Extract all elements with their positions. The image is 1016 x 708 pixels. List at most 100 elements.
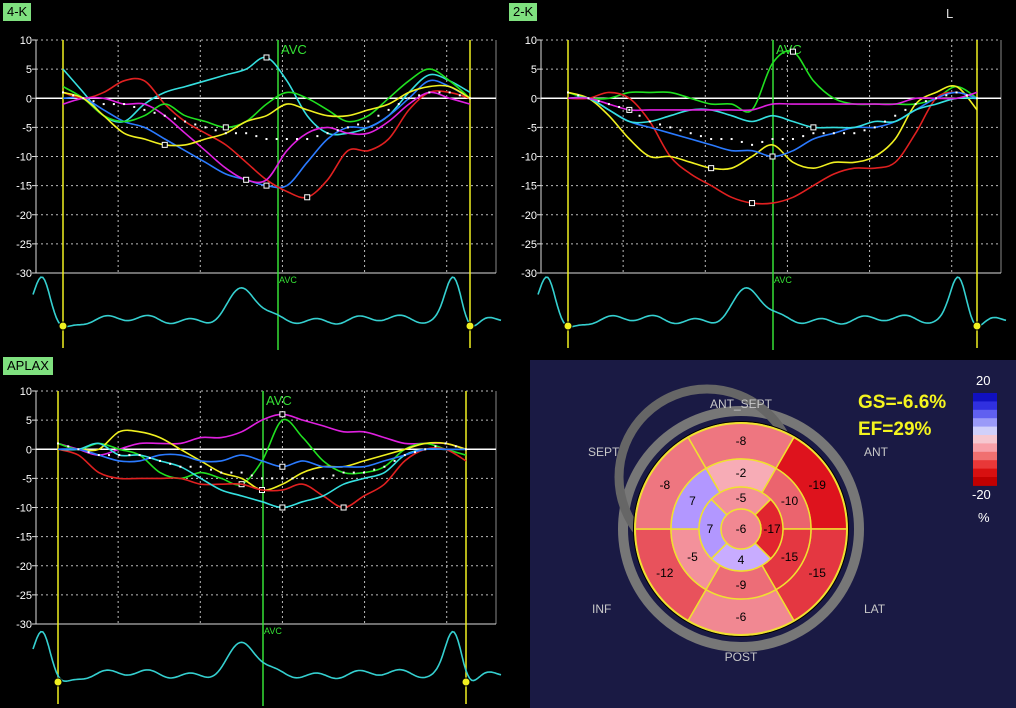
average-strain-dot <box>914 103 917 106</box>
average-strain-dot <box>322 477 325 480</box>
average-strain-dot <box>271 477 274 480</box>
average-strain-dot <box>853 132 856 135</box>
average-strain-dot <box>567 91 569 94</box>
view-tag-aplax: APLAX <box>3 357 53 375</box>
average-strain-dot <box>204 126 207 129</box>
average-strain-dot <box>240 471 243 474</box>
average-strain-dot <box>281 477 284 480</box>
average-strain-dot <box>730 138 733 141</box>
peak-marker <box>304 194 311 201</box>
average-strain-dot <box>275 138 278 141</box>
average-strain-dot <box>407 97 410 100</box>
average-strain-dot <box>873 126 876 129</box>
mid-segment-label: -9 <box>736 578 747 592</box>
y-tick-label: -20 <box>16 561 32 573</box>
y-tick-label: -5 <box>22 122 32 134</box>
average-strain-dot <box>843 132 846 135</box>
strain-curve-5 <box>567 91 978 112</box>
bullseye-outline <box>634 422 848 636</box>
cycle-marker-dot <box>465 321 475 331</box>
mid-segment-label: -15 <box>781 550 799 564</box>
average-strain-dot <box>965 94 968 97</box>
average-strain-dot <box>367 120 370 123</box>
y-tick-label: 5 <box>26 64 32 76</box>
peak-marker <box>810 124 817 131</box>
average-strain-dot <box>214 129 217 132</box>
peak-marker <box>263 54 270 61</box>
average-strain-dot <box>454 445 457 448</box>
avc-label-small: AVC <box>264 626 282 636</box>
peak-marker <box>279 463 286 470</box>
average-strain-dot <box>740 140 743 143</box>
average-strain-dot <box>357 123 360 126</box>
average-strain-dot <box>230 471 233 474</box>
y-tick-label: -20 <box>521 210 537 222</box>
average-strain-dot <box>904 108 907 111</box>
y-tick-label: -25 <box>16 239 32 251</box>
average-strain-dot <box>189 465 192 468</box>
average-strain-dot <box>955 91 958 94</box>
strain-curve-4 <box>57 442 466 509</box>
orient-post: POST <box>725 650 758 664</box>
strain-curve-3 <box>57 447 467 509</box>
y-tick-label: -30 <box>16 619 32 631</box>
strain-curve-0 <box>567 50 978 113</box>
orient-lat: LAT <box>864 602 886 616</box>
avc-label-small: AVC <box>279 275 297 285</box>
average-strain-dot <box>342 471 345 474</box>
y-tick-label: -10 <box>16 152 32 164</box>
average-strain-dot <box>82 97 85 100</box>
average-strain-dot <box>169 462 172 465</box>
average-strain-dot <box>822 132 825 135</box>
orient-ant-sept: ANT_SEPT <box>710 397 773 411</box>
average-strain-dot <box>618 105 621 108</box>
y-tick-label: 10 <box>20 35 32 47</box>
average-strain-dot <box>265 138 268 141</box>
average-strain-dot <box>812 132 815 135</box>
average-strain-dot <box>448 91 451 94</box>
legend-max-label: 20 <box>976 373 991 388</box>
average-strain-dot <box>659 123 662 126</box>
y-tick-label: -15 <box>16 532 32 544</box>
average-strain-dot <box>143 108 146 111</box>
orient-ant: ANT <box>864 445 889 459</box>
y-tick-label: -5 <box>527 122 537 134</box>
peak-marker <box>279 411 286 418</box>
apical-segment-label: 7 <box>707 522 714 536</box>
average-strain-dot <box>976 97 978 100</box>
global-strain-label: GS=-6.6% <box>858 392 947 413</box>
cycle-marker-dot <box>972 321 982 331</box>
legend-color-step <box>973 451 997 461</box>
average-strain-dot <box>332 474 335 477</box>
average-strain-dot <box>418 94 421 97</box>
legend-color-step <box>973 409 997 419</box>
y-tick-label: -30 <box>521 268 537 280</box>
average-strain-dot <box>669 126 672 129</box>
average-strain-dot <box>163 114 166 117</box>
corner-label: L <box>946 6 954 21</box>
peak-marker <box>243 176 250 183</box>
average-strain-dot <box>199 465 202 468</box>
legend-color-step <box>973 435 997 444</box>
average-strain-dot <box>699 135 702 138</box>
average-strain-dot <box>179 465 182 468</box>
average-strain-dot <box>92 100 95 103</box>
average-strain-dot <box>424 448 427 451</box>
average-strain-dot <box>894 114 897 117</box>
peak-marker <box>769 153 776 160</box>
strain-curve-5 <box>62 84 471 147</box>
y-tick-label: 5 <box>531 64 537 76</box>
average-strain-dot <box>296 138 299 141</box>
average-strain-dot <box>316 135 319 138</box>
average-strain-dot <box>710 138 713 141</box>
average-strain-dot <box>250 474 253 477</box>
y-tick-label: -5 <box>22 473 32 485</box>
peak-marker <box>789 48 796 55</box>
y-tick-label: -25 <box>16 590 32 602</box>
average-strain-dot <box>67 445 70 448</box>
average-strain-dot <box>306 138 309 141</box>
strain-curve-4 <box>62 68 471 129</box>
